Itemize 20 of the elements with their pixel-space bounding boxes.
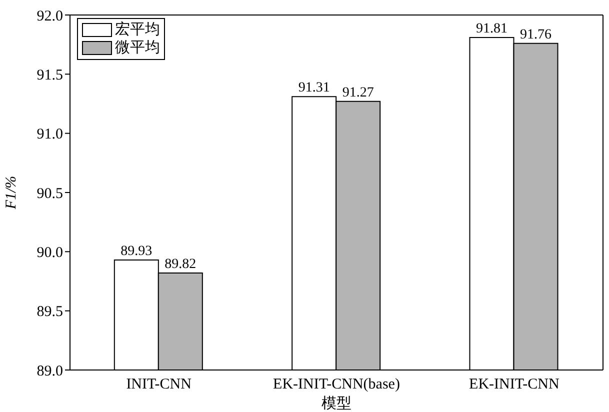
data-label: 91.81 <box>476 21 508 36</box>
y-tick-label: 90.5 <box>36 186 63 202</box>
y-axis-title: F1/% <box>3 176 20 210</box>
y-tick-label: 90.0 <box>36 244 63 261</box>
x-tick-label: EK-INIT-CNN(base) <box>273 376 400 393</box>
data-label: 91.27 <box>342 85 374 100</box>
x-axis-title: 模型 <box>322 395 352 412</box>
y-tick-label: 89.0 <box>36 363 63 380</box>
legend-label: 微平均 <box>115 39 160 57</box>
y-tick-label: 89.5 <box>36 304 63 320</box>
data-label: 89.82 <box>164 256 196 272</box>
y-tick-label: 91.5 <box>36 67 63 84</box>
x-tick-label: INIT-CNN <box>126 376 192 393</box>
y-tick-label: 91.0 <box>36 126 63 143</box>
data-label: 89.93 <box>120 244 152 259</box>
legend-label: 宏平均 <box>115 21 160 39</box>
y-tick-label: 92.0 <box>36 8 63 24</box>
data-label: 91.76 <box>520 27 552 42</box>
data-label: 91.31 <box>298 80 330 96</box>
x-tick-label: EK-INIT-CNN <box>469 376 560 393</box>
